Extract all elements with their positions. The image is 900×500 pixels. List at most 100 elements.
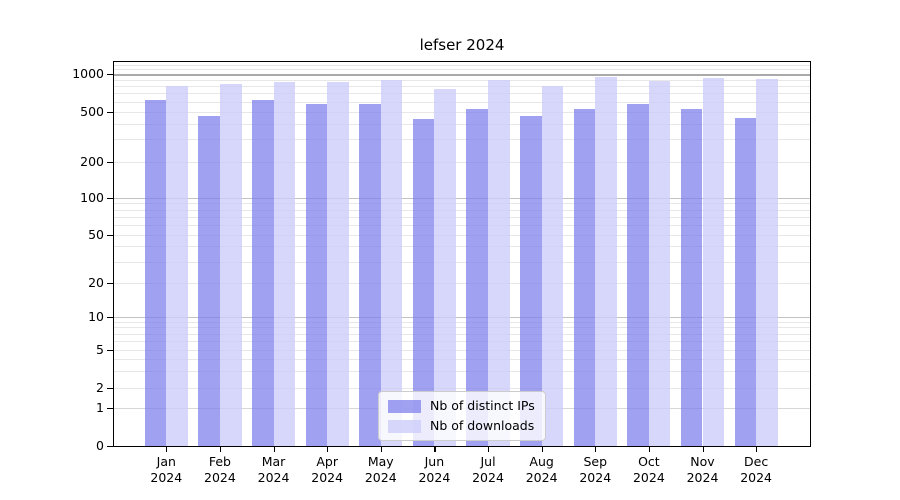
x-tick-year: 2024 <box>632 470 665 485</box>
bar-downloads-jan <box>166 85 188 446</box>
x-tick-year: 2024 <box>418 470 451 485</box>
y-tick-mark-10 <box>107 316 113 318</box>
x-tick-label-nov: Nov 2024 <box>663 454 743 486</box>
x-tick-label-mar: Mar 2024 <box>234 454 314 486</box>
x-tick-month: Dec <box>744 454 769 469</box>
y-tick-label-200: 200 <box>80 153 104 169</box>
x-tick-year: 2024 <box>150 470 183 485</box>
plot-area: Nb of distinct IPs Nb of downloads <box>113 61 811 447</box>
y-tick-mark-1 <box>107 407 113 409</box>
x-tick-year: 2024 <box>257 470 290 485</box>
x-tick-label-feb: Feb 2024 <box>180 454 260 486</box>
chart-title: lefser 2024 <box>419 36 505 54</box>
gridline-40 <box>114 246 810 248</box>
legend-label-distinct-ips: Nb of distinct IPs <box>430 398 535 413</box>
bar-downloads-mar <box>273 82 296 446</box>
legend-item-distinct-ips: Nb of distinct IPs <box>388 399 535 413</box>
x-tick-month: Nov <box>690 454 715 469</box>
x-tick-year: 2024 <box>740 470 773 485</box>
y-tick-mark-200 <box>107 161 113 163</box>
x-tick-month: Jan <box>156 454 176 469</box>
x-tick-label-aug: Aug 2024 <box>502 454 582 486</box>
y-tick-mark-1000 <box>107 74 113 76</box>
x-tick-year: 2024 <box>364 470 397 485</box>
x-tick-month: Oct <box>638 454 660 469</box>
bar-distinct-ips-apr <box>305 104 328 446</box>
x-tick-mark-mar <box>273 447 275 452</box>
gridline-9 <box>114 321 810 323</box>
bar-downloads-aug <box>541 85 564 446</box>
x-tick-year: 2024 <box>204 470 236 485</box>
gridline-600 <box>114 101 810 103</box>
bar-distinct-ips-oct <box>627 104 649 446</box>
x-tick-year: 2024 <box>472 470 504 485</box>
gridline-700 <box>114 93 810 95</box>
gridline-7 <box>114 333 810 335</box>
y-tick-label-1: 1 <box>96 399 104 415</box>
y-tick-label-1000: 1000 <box>72 66 104 82</box>
x-tick-month: Feb <box>208 454 231 469</box>
x-tick-year: 2024 <box>686 470 719 485</box>
x-tick-mark-dec <box>756 447 758 452</box>
y-tick-label-500: 500 <box>80 103 104 119</box>
x-tick-label-dec: Dec 2024 <box>716 454 796 486</box>
x-tick-label-jan: Jan 2024 <box>126 454 206 486</box>
y-tick-mark-5 <box>107 350 113 352</box>
bar-downloads-oct <box>648 81 671 446</box>
x-tick-month: Aug <box>529 454 554 469</box>
gridline-90 <box>114 203 810 205</box>
x-tick-mark-feb <box>219 447 222 452</box>
legend-item-downloads: Nb of downloads <box>388 419 535 433</box>
x-tick-mark-sep <box>595 447 597 452</box>
bar-distinct-ips-may <box>359 103 381 446</box>
x-tick-mark-oct <box>648 447 651 452</box>
bar-distinct-ips-mar <box>251 100 274 446</box>
bar-downloads-apr <box>327 82 349 446</box>
gridline-2 <box>114 387 810 389</box>
x-tick-month: Mar <box>261 454 286 469</box>
gridline-6 <box>114 341 810 343</box>
gridline-20 <box>114 283 810 284</box>
gridline-900 <box>114 79 810 81</box>
bar-distinct-ips-aug <box>520 116 542 446</box>
gridline-30 <box>114 261 810 263</box>
bar-distinct-ips-jun <box>412 119 435 446</box>
y-tick-label-5: 5 <box>96 342 104 357</box>
x-tick-label-oct: Oct 2024 <box>609 454 689 486</box>
gridline-800 <box>114 86 810 88</box>
bar-distinct-ips-nov <box>680 109 703 446</box>
y-tick-label-10: 10 <box>88 308 104 324</box>
gridline-4 <box>114 359 810 361</box>
bar-distinct-ips-jan <box>144 99 167 446</box>
gridline-1200 <box>114 64 810 66</box>
x-tick-mark-jun <box>434 447 436 452</box>
x-tick-label-sep: Sep 2024 <box>555 454 635 486</box>
bar-downloads-sep <box>595 77 617 446</box>
y-tick-mark-500 <box>107 111 113 113</box>
bar-downloads-nov <box>702 78 725 446</box>
x-tick-mark-may <box>380 447 382 452</box>
bar-downloads-feb <box>219 84 242 446</box>
x-tick-mark-nov <box>702 447 704 452</box>
y-tick-label-0: 0 <box>96 437 104 453</box>
x-tick-mark-jul <box>488 447 490 452</box>
gridline-5 <box>114 350 810 351</box>
x-tick-month: May <box>367 454 394 469</box>
bar-distinct-ips-sep <box>573 108 596 446</box>
legend-swatch-distinct-ips <box>388 399 421 413</box>
y-tick-label-20: 20 <box>88 275 104 290</box>
bar-downloads-jul <box>488 79 510 446</box>
bar-distinct-ips-feb <box>198 116 220 446</box>
gridline-300 <box>114 139 810 141</box>
bar-downloads-may <box>380 79 403 446</box>
x-tick-year: 2024 <box>579 470 612 485</box>
x-tick-month: Sep <box>583 454 608 469</box>
gridline-50 <box>114 234 810 236</box>
y-tick-mark-2 <box>107 387 113 389</box>
x-tick-month: Jun <box>424 454 445 469</box>
y-tick-label-50: 50 <box>88 226 104 242</box>
gridline-200 <box>114 161 810 163</box>
legend: Nb of distinct IPs Nb of downloads <box>378 391 546 441</box>
gridline-8 <box>114 327 810 329</box>
